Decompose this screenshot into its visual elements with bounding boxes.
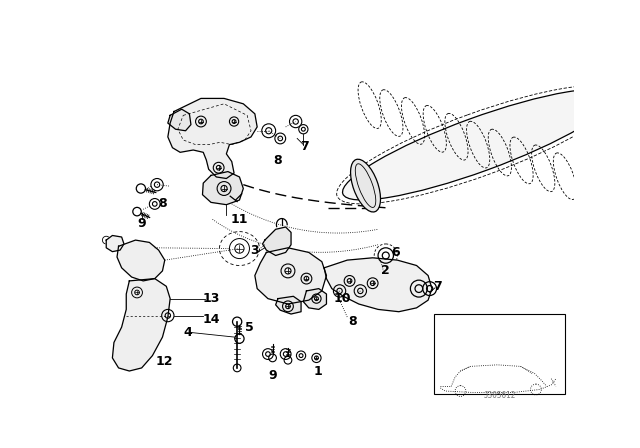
Text: 13: 13: [202, 292, 220, 305]
Text: 12: 12: [156, 355, 173, 368]
Text: 4: 4: [184, 326, 192, 339]
Polygon shape: [255, 248, 326, 304]
Text: 8: 8: [274, 154, 282, 167]
Ellipse shape: [342, 89, 614, 200]
Text: 9: 9: [268, 369, 277, 382]
Text: 7: 7: [301, 140, 309, 153]
Ellipse shape: [351, 159, 381, 212]
Text: 8: 8: [348, 315, 357, 328]
Text: 3: 3: [250, 244, 259, 257]
Text: J305612: J305612: [484, 391, 516, 400]
Text: 8: 8: [158, 198, 167, 211]
Text: 6: 6: [392, 246, 400, 259]
Polygon shape: [168, 99, 257, 178]
Bar: [435, 314, 565, 394]
Text: 11: 11: [230, 213, 248, 226]
Polygon shape: [276, 296, 301, 314]
Text: 5: 5: [245, 321, 254, 334]
Polygon shape: [168, 109, 191, 131]
Polygon shape: [202, 172, 243, 205]
Polygon shape: [262, 227, 291, 255]
Polygon shape: [113, 279, 170, 371]
Text: 14: 14: [202, 313, 220, 326]
Text: 2: 2: [381, 264, 390, 277]
Text: 1: 1: [314, 365, 323, 378]
Polygon shape: [303, 289, 326, 310]
Ellipse shape: [581, 75, 609, 129]
Text: 9: 9: [138, 217, 146, 230]
Text: 7: 7: [433, 280, 442, 293]
Polygon shape: [117, 240, 164, 281]
Text: 10: 10: [333, 292, 351, 305]
Polygon shape: [324, 258, 432, 312]
Polygon shape: [106, 236, 124, 252]
